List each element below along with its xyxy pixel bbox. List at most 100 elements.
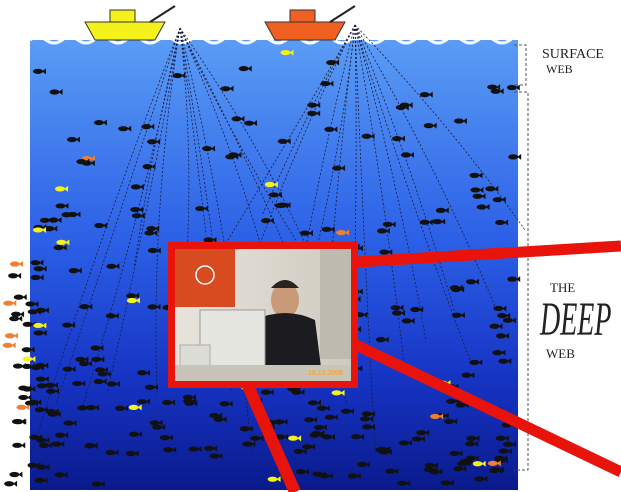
fish-tail	[13, 481, 17, 487]
fish	[209, 453, 219, 458]
fish	[304, 417, 314, 422]
fish	[450, 285, 460, 290]
fish-tail	[14, 333, 18, 339]
fish	[152, 425, 162, 430]
fish	[453, 466, 463, 471]
fish	[325, 415, 335, 420]
fish	[25, 301, 35, 306]
fish	[456, 402, 466, 407]
surface-label: SURFACE	[542, 47, 604, 62]
fish	[357, 462, 367, 467]
photo-inset: 18.12.2006	[168, 242, 358, 388]
fish	[239, 66, 249, 71]
fish	[35, 363, 45, 368]
fish	[94, 379, 104, 384]
fish	[202, 146, 212, 151]
fish	[62, 322, 72, 327]
fish	[46, 389, 56, 394]
fish	[137, 399, 147, 404]
fish	[204, 446, 214, 451]
fish	[76, 159, 86, 164]
fish	[383, 222, 393, 227]
fish	[22, 356, 32, 361]
fish	[79, 304, 89, 309]
fish	[432, 219, 442, 224]
fish	[466, 436, 476, 441]
fish	[90, 345, 100, 350]
fish	[460, 459, 470, 464]
fish	[377, 228, 387, 233]
fish	[162, 400, 172, 405]
deep-label: WEB	[546, 346, 575, 361]
fish	[307, 102, 317, 107]
fish	[311, 431, 321, 436]
fish	[40, 218, 50, 223]
fish	[392, 136, 402, 141]
fish	[491, 89, 501, 94]
fish-tail	[27, 394, 31, 400]
fish	[183, 395, 193, 400]
fish	[294, 449, 304, 454]
fish	[496, 436, 506, 441]
fish	[268, 477, 278, 482]
fish	[150, 420, 160, 425]
fish	[424, 467, 434, 472]
fish	[320, 81, 330, 86]
fish	[362, 134, 372, 139]
fish-tail	[12, 342, 16, 348]
fish	[69, 268, 79, 273]
fish	[362, 424, 372, 429]
fish	[8, 273, 18, 278]
fish	[508, 154, 518, 159]
fish	[292, 390, 302, 395]
fish	[39, 443, 49, 448]
fish	[242, 441, 252, 446]
fish	[477, 204, 487, 209]
fish	[23, 322, 33, 327]
fish	[332, 390, 342, 395]
fish-tail	[17, 273, 21, 279]
fish	[452, 313, 462, 318]
fish	[392, 310, 402, 315]
fish	[36, 438, 46, 443]
fish	[50, 89, 60, 94]
fish	[308, 400, 318, 405]
fish	[35, 407, 45, 412]
fish	[379, 250, 389, 255]
fish	[461, 373, 471, 378]
fish	[377, 447, 387, 452]
fish	[324, 127, 334, 132]
fish	[55, 433, 65, 438]
fish	[36, 464, 46, 469]
fish	[314, 425, 324, 430]
fish	[507, 277, 517, 282]
fish	[402, 318, 412, 323]
fish	[507, 85, 517, 90]
fish	[416, 430, 426, 435]
fish	[307, 111, 317, 116]
fish	[72, 381, 82, 386]
fish	[147, 139, 157, 144]
fish	[28, 463, 38, 468]
fish-tail	[23, 294, 27, 300]
fish	[300, 231, 310, 236]
fish	[250, 436, 260, 441]
fish	[51, 442, 61, 447]
fish	[13, 363, 23, 368]
fish	[98, 371, 108, 376]
fish	[465, 441, 475, 446]
fish	[147, 304, 157, 309]
fish-tail	[21, 442, 25, 448]
fish	[9, 316, 19, 321]
fish	[94, 223, 104, 228]
fish	[341, 409, 351, 414]
fish	[130, 207, 140, 212]
fish	[401, 152, 411, 157]
fish	[64, 420, 74, 425]
fish	[18, 395, 28, 400]
fish	[127, 298, 137, 303]
fish	[107, 381, 117, 386]
fish	[13, 419, 23, 424]
fish	[22, 364, 32, 369]
fish	[322, 227, 332, 232]
